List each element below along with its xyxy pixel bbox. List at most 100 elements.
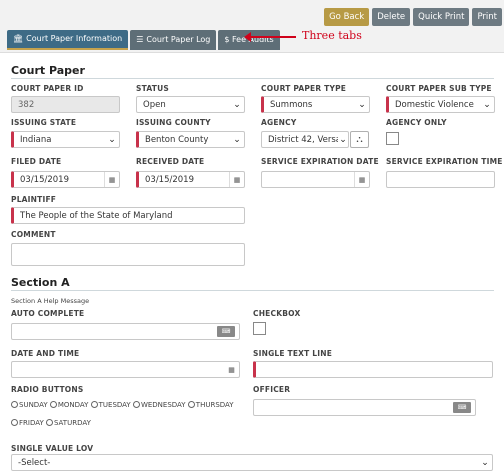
service-expiration-date-field[interactable]: ▦ xyxy=(261,171,370,188)
court-paper-sub-type-select[interactable]: Domestic Violence ⌄ xyxy=(386,96,495,113)
calendar-icon[interactable]: ▦ xyxy=(228,365,235,374)
filed-date-field[interactable]: 03/15/2019 ▦ xyxy=(11,171,120,188)
org-chart-button[interactable]: ⛬ xyxy=(350,131,369,148)
chevron-down-icon: ⌄ xyxy=(339,134,347,145)
tab-court-paper-information[interactable]: 🏛 Court Paper Information xyxy=(7,30,129,50)
plaintiff-field[interactable]: The People of the State of Maryland xyxy=(11,207,245,224)
issuing-county-value: Benton County xyxy=(145,134,209,145)
filed-date-value: 03/15/2019 xyxy=(20,174,69,185)
court-paper-panel: Court Paper Court Paper ID 382 Status Op… xyxy=(0,52,504,472)
issuing-state-select[interactable]: Indiana ⌄ xyxy=(11,131,120,148)
radio-option-wednesday[interactable]: Wednesday xyxy=(132,401,186,409)
radio-circle-icon xyxy=(132,401,140,408)
radio-option-saturday[interactable]: Saturday xyxy=(45,419,91,427)
radio-circle-icon xyxy=(11,419,18,426)
agency-only-checkbox[interactable] xyxy=(386,132,399,145)
plaintiff-label: Plaintiff xyxy=(11,195,57,204)
radio-buttons-label: Radio Buttons xyxy=(11,385,84,394)
agency-label: Agency xyxy=(261,118,297,127)
annotation-arrow-icon xyxy=(244,32,296,42)
tab-court-paper-log[interactable]: ☰ Court Paper Log xyxy=(130,30,217,50)
tab-label: Court Paper Log xyxy=(146,35,211,44)
radio-option-label: Saturday xyxy=(53,419,91,427)
filed-date-label: Filed Date xyxy=(11,157,62,166)
quick-print-button[interactable]: Quick Print xyxy=(413,8,470,26)
issuing-county-select[interactable]: Benton County ⌄ xyxy=(136,131,245,148)
single-text-line-input[interactable] xyxy=(253,361,493,378)
received-date-value: 03/15/2019 xyxy=(145,174,194,185)
agency-only-label: Agency Only xyxy=(386,118,447,127)
go-back-button[interactable]: Go Back xyxy=(324,8,370,26)
issuing-state-value: Indiana xyxy=(20,134,52,145)
agency-value: District 42, Versaill xyxy=(268,134,338,145)
comment-textarea[interactable] xyxy=(11,243,245,266)
section-divider xyxy=(11,290,494,291)
print-button[interactable]: Print xyxy=(472,8,502,26)
annotation-label: Three tabs xyxy=(302,29,362,42)
section-a-help-message: Section A Help Message xyxy=(11,297,90,305)
radio-option-tuesday[interactable]: Tuesday xyxy=(90,401,131,409)
radio-option-monday[interactable]: Monday xyxy=(49,401,89,409)
radio-option-friday[interactable]: Friday xyxy=(11,419,44,427)
radio-circle-icon xyxy=(90,401,98,408)
service-expiration-date-label: Service Expiration Date xyxy=(261,157,379,166)
court-paper-sub-type-label: Court Paper Sub Type xyxy=(386,84,492,93)
court-paper-type-select[interactable]: Summons ⌄ xyxy=(261,96,370,113)
toolbar: Go Back Delete Quick Print Print xyxy=(324,8,502,26)
court-paper-sub-type-value: Domestic Violence xyxy=(395,99,474,110)
single-text-line-label: Single Text Line xyxy=(253,349,333,358)
chevron-down-icon: ⌄ xyxy=(233,134,241,145)
status-value: Open xyxy=(143,99,166,110)
auto-complete-input[interactable]: ⌨ xyxy=(11,323,240,340)
chevron-down-icon: ⌄ xyxy=(358,99,366,110)
tab-bar: 🏛 Court Paper Information ☰ Court Paper … xyxy=(7,30,280,50)
status-select[interactable]: Open ⌄ xyxy=(136,96,245,113)
keyboard-icon: ⌨ xyxy=(217,326,235,337)
radio-option-label: Wednesday xyxy=(140,401,186,409)
plaintiff-value: The People of the State of Maryland xyxy=(20,210,173,221)
chevron-down-icon: ⌄ xyxy=(108,134,116,145)
officer-label: Officer xyxy=(253,385,291,394)
comment-label: Comment xyxy=(11,230,56,239)
list-icon: ☰ xyxy=(136,35,144,44)
radio-circle-icon xyxy=(187,401,195,408)
delete-button[interactable]: Delete xyxy=(372,8,411,26)
radio-option-label: Sunday xyxy=(19,401,48,409)
section-title-section-a: Section A xyxy=(11,276,70,289)
court-paper-id-label: Court Paper ID xyxy=(11,84,84,93)
day-radio-group: Sunday Monday Tuesday Wednesday Thursday… xyxy=(11,396,243,432)
radio-option-label: Friday xyxy=(19,419,44,427)
date-and-time-field[interactable]: ▦ xyxy=(11,361,240,378)
single-value-lov-select[interactable]: -Select- ⌄ xyxy=(11,454,493,471)
single-value-lov-value: -Select- xyxy=(18,457,51,468)
radio-option-label: Thursday xyxy=(195,401,234,409)
calendar-icon[interactable]: ▦ xyxy=(229,172,244,187)
bank-icon: 🏛 xyxy=(13,34,24,43)
radio-option-sunday[interactable]: Sunday xyxy=(11,401,48,409)
radio-circle-icon xyxy=(11,401,18,408)
received-date-field[interactable]: 03/15/2019 ▦ xyxy=(136,171,245,188)
section-a-checkbox[interactable] xyxy=(253,322,266,335)
officer-input[interactable]: ⌨ xyxy=(253,399,476,416)
single-value-lov-label: Single Value LOV xyxy=(11,444,94,453)
radio-option-label: Monday xyxy=(57,401,89,409)
agency-select[interactable]: District 42, Versaill ⌄ xyxy=(261,131,349,148)
service-expiration-time-label: Service Expiration Time xyxy=(386,157,503,166)
calendar-icon[interactable]: ▦ xyxy=(104,172,119,187)
calendar-icon[interactable]: ▦ xyxy=(354,172,369,187)
date-and-time-label: Date and Time xyxy=(11,349,80,358)
tab-label: Court Paper Information xyxy=(26,34,123,43)
radio-option-thursday[interactable]: Thursday xyxy=(187,401,234,409)
court-paper-type-value: Summons xyxy=(270,99,313,110)
radio-circle-icon xyxy=(45,419,53,426)
chevron-down-icon: ⌄ xyxy=(481,457,489,468)
radio-option-label: Tuesday xyxy=(98,401,131,409)
section-title-court-paper: Court Paper xyxy=(11,64,85,77)
court-paper-id-value: 382 xyxy=(18,99,35,110)
keyboard-icon: ⌨ xyxy=(453,402,471,413)
auto-complete-label: Auto Complete xyxy=(11,309,85,318)
received-date-label: Received Date xyxy=(136,157,205,166)
court-paper-type-label: Court Paper Type xyxy=(261,84,347,93)
service-expiration-time-field[interactable] xyxy=(386,171,495,188)
issuing-state-label: Issuing State xyxy=(11,118,77,127)
